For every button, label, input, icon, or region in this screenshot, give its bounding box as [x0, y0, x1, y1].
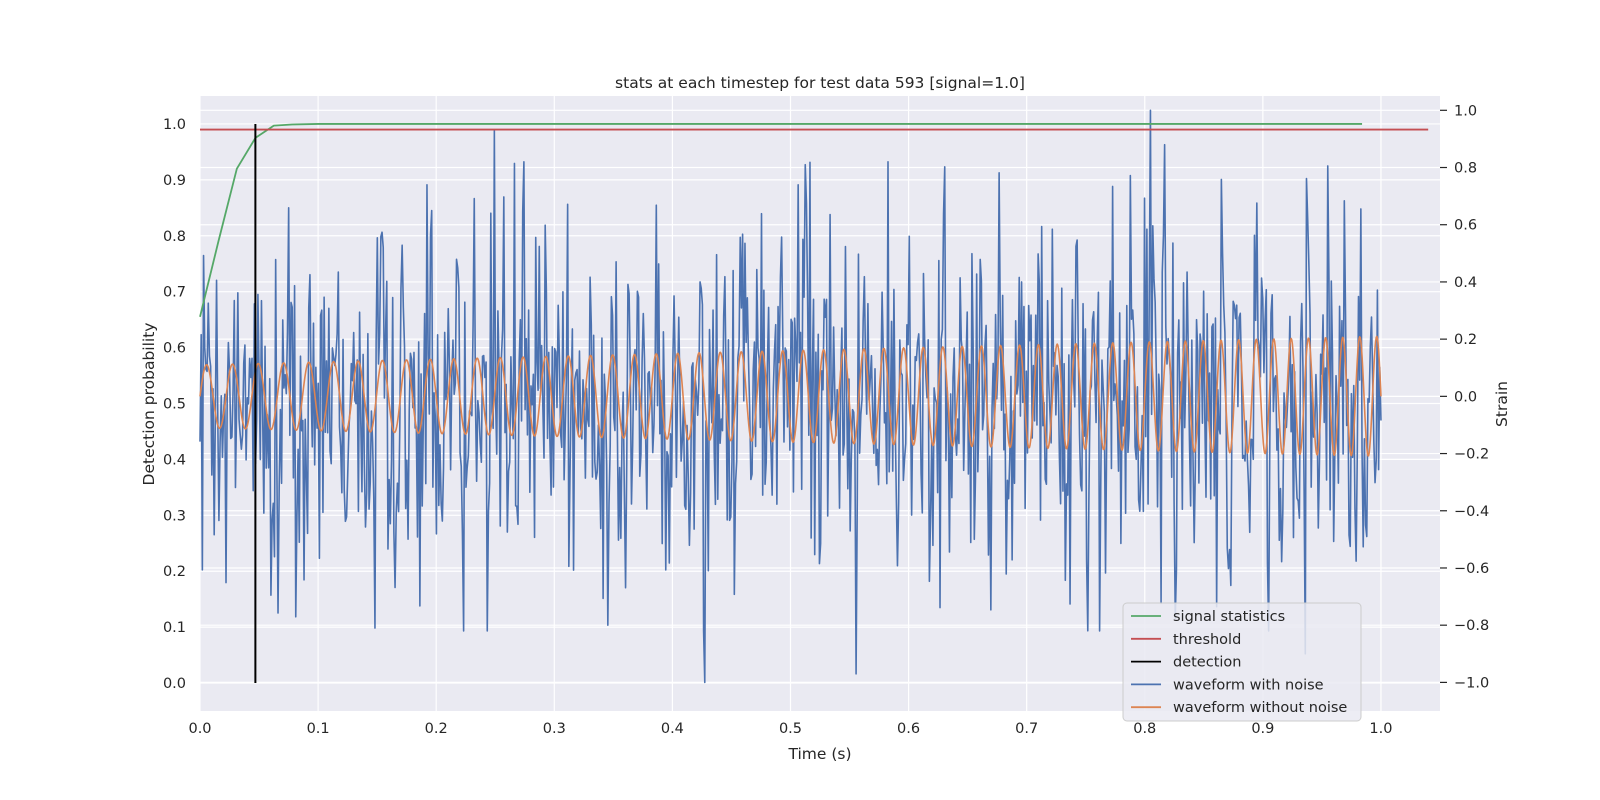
- legend: signal statistics threshold detection wavef…: [1122, 602, 1362, 722]
- y-tick-label: 0.9: [163, 173, 186, 189]
- x-tick-label: 0.6: [897, 721, 920, 737]
- legend-label: signal statistics: [1173, 609, 1285, 625]
- y-tick-label: 0.4: [163, 452, 186, 468]
- y-tick-label: 0.1: [163, 620, 186, 636]
- tick-labels: 0.0 0.1 0.2 0.3 0.4 0.5 0.6 0.7 0.8 0.9 1.0 0.0 0.1 0…: [163, 103, 1489, 737]
- y2-tick-label: −0.6: [1454, 561, 1489, 577]
- legend-label: detection: [1173, 655, 1241, 671]
- y-tick-label: 0.5: [163, 397, 186, 413]
- y-tick-label: 0.7: [163, 285, 186, 301]
- x-tick-label: 0.3: [543, 721, 566, 737]
- y2-tick-label: 0.4: [1454, 275, 1477, 291]
- x-tick-label: 1.0: [1369, 721, 1392, 737]
- y2-tick-label: −0.2: [1454, 447, 1489, 463]
- legend-frame: [1122, 602, 1362, 722]
- x-tick-label: 0.1: [307, 721, 330, 737]
- x-tick-label: 0.5: [779, 721, 802, 737]
- y2-tick-label: −0.8: [1454, 618, 1489, 634]
- y-axis-label: Detection probability: [140, 323, 158, 486]
- series-layer: [199, 109, 1429, 684]
- y-tick-label: 0.3: [163, 508, 186, 524]
- y2-tick-label: 0.0: [1454, 389, 1477, 405]
- x-tick-label: 0.4: [661, 721, 684, 737]
- x-tick-label: 0.0: [188, 721, 211, 737]
- series-waveform-with-noise: [199, 109, 1382, 684]
- x-tick-label: 0.7: [1015, 721, 1038, 737]
- x-axis-label: Time (s): [787, 745, 851, 763]
- series-waveform-without-noise: [199, 335, 1382, 457]
- y2-tick-label: 0.2: [1454, 332, 1477, 348]
- y2-tick-label: 0.8: [1454, 161, 1477, 177]
- x-tick-label: 0.2: [425, 721, 448, 737]
- y2-tick-label: 0.6: [1454, 218, 1477, 234]
- y-tick-label: 0.2: [163, 564, 186, 580]
- y2-tick-label: −0.4: [1454, 504, 1489, 520]
- y-tick-label: 0.8: [163, 229, 186, 245]
- legend-label: waveform without noise: [1173, 700, 1347, 716]
- legend-label: waveform with noise: [1173, 677, 1324, 693]
- legend-label: threshold: [1173, 632, 1241, 648]
- series-signal-statistics: [199, 123, 1363, 318]
- x-tick-label: 0.8: [1133, 721, 1156, 737]
- y2-tick-label: −1.0: [1454, 675, 1489, 691]
- y-tick-label: 1.0: [163, 117, 186, 133]
- x-tick-label: 0.9: [1251, 721, 1274, 737]
- y2-axis-label: Strain: [1493, 381, 1511, 427]
- y-tick-label: 0.6: [163, 341, 186, 357]
- y2-tick-label: 1.0: [1454, 103, 1477, 119]
- chart-title: stats at each timestep for test data 593…: [615, 74, 1025, 92]
- y-tick-label: 0.0: [163, 676, 186, 692]
